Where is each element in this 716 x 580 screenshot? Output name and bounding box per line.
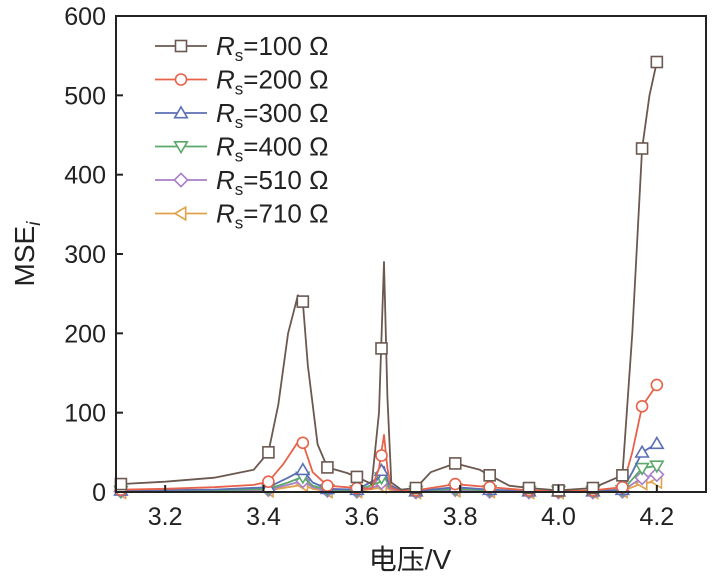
legend-marker [174,39,188,53]
x-tick-label: 3.8 [443,503,478,531]
y-tick-label: 600 [64,3,106,31]
y-axis-title: MSEi [9,221,45,287]
data-point [262,446,275,459]
series-layer [113,55,665,500]
data-point [321,479,334,492]
legend-label-sub: s [235,80,244,99]
data-point [321,461,334,474]
legend-marker [173,172,189,188]
series-line [120,61,658,492]
y-tick-label: 400 [64,162,106,190]
data-point [650,378,664,392]
data-point [635,142,649,155]
data-point [296,436,310,450]
legend-label-prefix: R [216,65,235,95]
y-tick-label: 100 [64,400,106,428]
legend-marker [174,73,188,86]
data-point [409,481,423,495]
legend-entry: Rs=300 Ω [155,98,329,132]
x-tick-label: 4.2 [639,503,674,531]
y-tick-label: 300 [64,241,106,269]
legend-entry: Rs=400 Ω [155,132,329,166]
legend-label-sub: s [235,113,244,132]
data-point [649,460,665,474]
legend-label-prefix: R [216,199,235,229]
data-point [375,342,388,355]
legend-label-prefix: R [216,98,235,128]
y-axis-title-sub: i [24,221,45,226]
legend-marker [173,205,187,222]
data-point [649,466,665,483]
data-point [296,295,310,308]
legend-label: Rs=300 Ω [216,98,329,132]
legend-entry: Rs=200 Ω [155,65,329,99]
legend-entry: Rs=510 Ω [155,165,329,199]
legend-label: Rs=710 Ω [216,199,329,233]
legend-label-suffix: =100 Ω [243,31,328,61]
legend: Rs=100 ΩRs=200 ΩRs=300 ΩRs=400 ΩRs=510 Ω… [155,31,329,233]
legend-label-suffix: =510 Ω [243,165,328,195]
data-point [483,469,496,482]
x-axis-title: 电压/V [369,544,452,575]
legend-label-prefix: R [216,165,235,195]
legend-label-suffix: =400 Ω [243,132,328,162]
data-point [448,477,462,491]
data-point [522,481,536,495]
data-point [586,481,600,495]
data-point [114,477,128,491]
y-tick-label: 0 [92,479,106,507]
y-tick-label: 200 [64,320,106,348]
x-tick-label: 3.6 [344,503,379,531]
legend-label-sub: s [235,147,244,166]
legend-entry: Rs=710 Ω [155,199,329,233]
legend-label: Rs=510 Ω [216,165,329,199]
legend-label-suffix: =200 Ω [243,65,328,95]
data-point [649,435,665,450]
legend-label-sub: s [235,180,244,199]
data-point [262,475,275,488]
data-point [616,469,629,482]
legend-label: Rs=100 Ω [216,31,329,65]
y-axis-title-main: MSE [9,226,40,287]
data-point [634,469,650,486]
legend-label-prefix: R [216,31,235,61]
data-point [634,444,650,458]
data-point [635,400,649,413]
series-1 [114,55,664,497]
legend-label-prefix: R [216,132,235,162]
legend-label: Rs=400 Ω [216,132,329,166]
x-tick-label: 4.0 [541,503,576,531]
series-line [120,442,658,493]
legend-label-suffix: =300 Ω [243,98,328,128]
legend-label-sub: s [235,46,244,65]
legend-label-sub: s [235,214,244,233]
data-point [650,55,664,69]
legend-marker [173,105,189,119]
data-point [634,462,650,476]
data-point [350,470,364,484]
legend-label: Rs=200 Ω [216,65,329,99]
axis-ticks: 3.2 3.4 3.6 3.8 4.0 4.2 0 100 200 300 400 500 600 [64,3,674,531]
x-tick-label: 3.2 [148,503,183,531]
legend-marker [173,141,189,155]
series-line [120,384,658,493]
x-tick-label: 3.4 [246,503,281,531]
legend-label-suffix: =710 Ω [243,199,328,229]
data-point [375,449,388,462]
legend-entry: Rs=100 Ω [155,31,329,65]
data-point [295,462,311,476]
plot-frame [115,15,707,493]
data-point [448,457,462,470]
y-tick-label: 500 [64,82,106,110]
